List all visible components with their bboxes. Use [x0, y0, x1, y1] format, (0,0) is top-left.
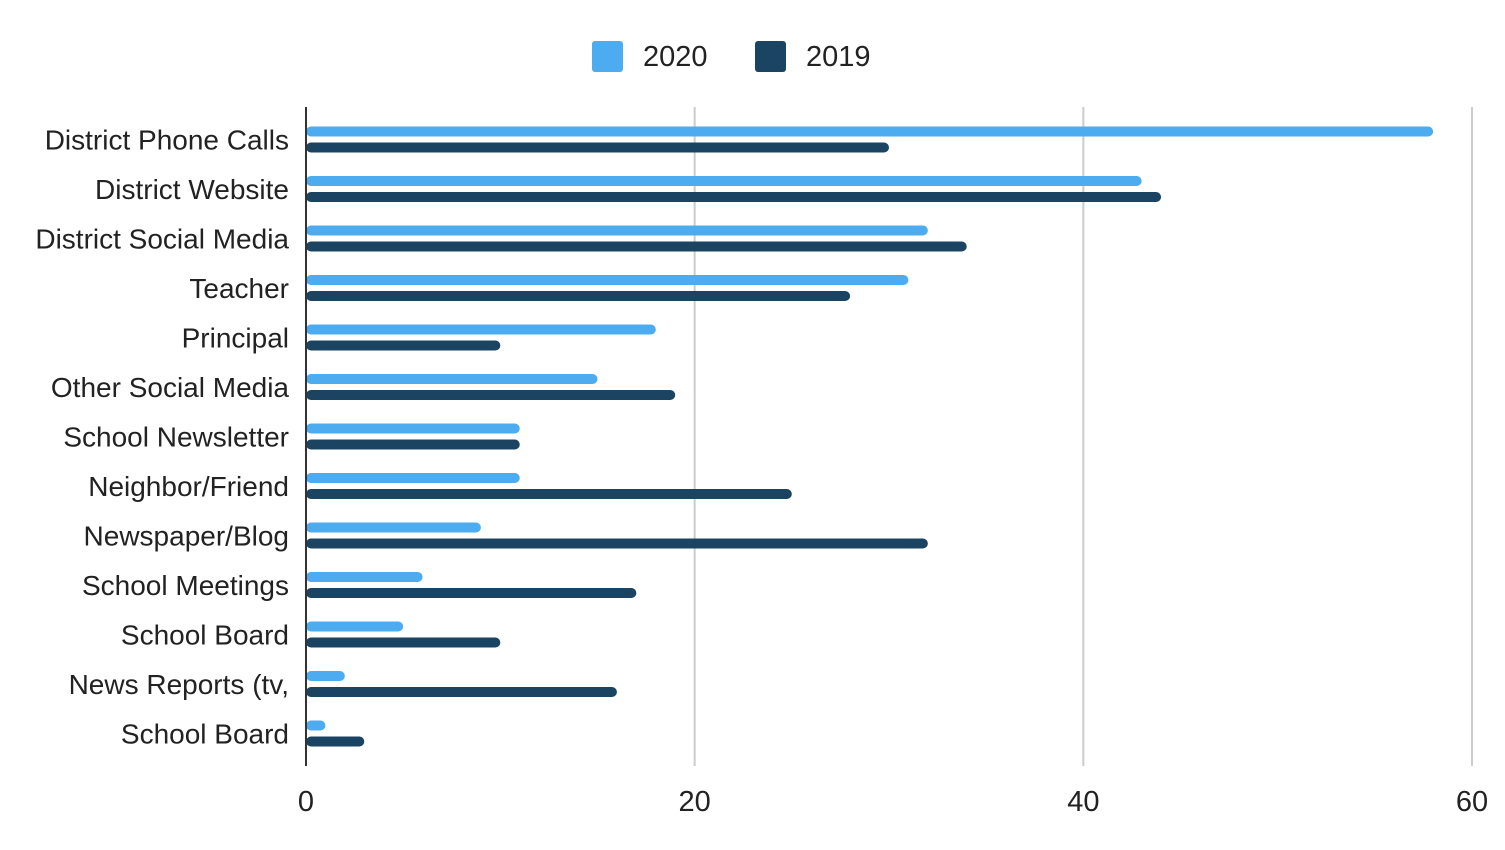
bar-2020	[306, 324, 656, 335]
legend-label: 2020	[643, 41, 708, 73]
bar-2020	[306, 176, 1142, 186]
bar-2019	[306, 538, 928, 549]
bar-2019	[306, 390, 676, 400]
x-tick-label: 0	[298, 786, 314, 818]
bar-2019	[306, 588, 637, 598]
bar-2020	[306, 671, 345, 681]
category-label: Neighbor/Friend	[88, 471, 289, 502]
category-label: District Website	[95, 174, 289, 205]
legend-swatch-2020	[592, 41, 623, 72]
bar-2019	[306, 241, 967, 252]
bar-2020	[306, 374, 598, 384]
bar-2019	[306, 291, 851, 301]
bar-2019	[306, 192, 1162, 202]
bar-2020	[306, 522, 481, 533]
category-label: Teacher	[189, 273, 289, 304]
category-label: School Board	[121, 620, 289, 651]
bar-2019	[306, 736, 365, 747]
legend-swatch-2019	[755, 41, 786, 72]
category-label: Newspaper/Blog	[84, 521, 289, 552]
category-label: Principal	[182, 323, 289, 354]
x-tick-label: 60	[1456, 786, 1488, 818]
bar-2020	[306, 225, 928, 236]
bar-2019	[306, 340, 501, 351]
category-label: School Meetings	[82, 570, 289, 601]
category-label: School Newsletter	[63, 422, 289, 453]
bar-2020	[306, 275, 909, 285]
category-label: School Board	[121, 719, 289, 750]
category-label: District Phone Calls	[45, 125, 289, 156]
bar-2019	[306, 439, 520, 450]
x-tick-label: 20	[679, 786, 711, 818]
bar-2019	[306, 489, 792, 499]
category-label: District Social Media	[35, 224, 289, 255]
axes: 0 20 40 60 District Phone Calls District Webs…	[35, 107, 1488, 818]
bar-2019	[306, 637, 501, 648]
bar-2020	[306, 473, 520, 483]
legend-label: 2019	[806, 41, 871, 73]
bar-2020	[306, 126, 1434, 137]
category-label: News Reports (tv,	[69, 669, 289, 700]
bar-2020	[306, 720, 326, 731]
bar-2020	[306, 621, 404, 632]
bar-2020	[306, 423, 520, 434]
bars	[306, 126, 1434, 747]
legend: 2020 2019	[592, 41, 871, 73]
gridlines	[693, 107, 1473, 766]
x-tick-label: 40	[1067, 786, 1099, 818]
bar-2019	[306, 142, 889, 153]
category-label: Other Social Media	[51, 372, 290, 403]
bar-2020	[306, 572, 423, 582]
bar-2019	[306, 687, 617, 697]
